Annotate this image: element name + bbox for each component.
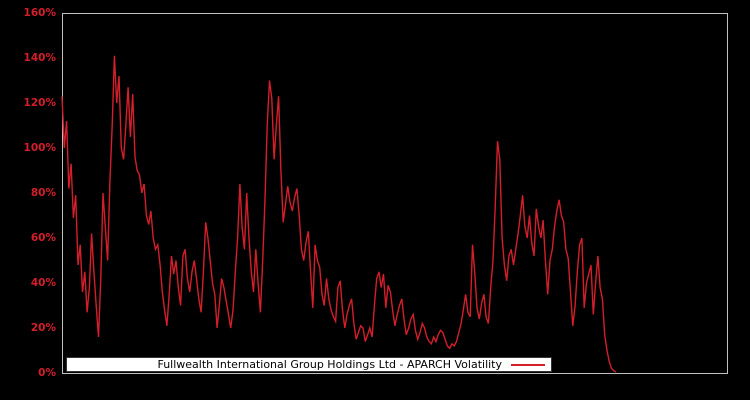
legend-label: Fullwealth International Group Holdings … (157, 358, 502, 371)
volatility-line-series (61, 55, 617, 373)
plot-border (62, 13, 728, 374)
y-axis-tick-label: 120% (23, 97, 56, 109)
y-axis-tick-label: 0% (38, 367, 56, 379)
y-axis-tick-label: 160% (23, 7, 56, 19)
y-axis-tick-label: 140% (23, 52, 56, 64)
legend-line-sample-icon (511, 363, 545, 366)
y-axis-tick-label: 100% (23, 142, 56, 154)
y-axis-tick-label: 40% (30, 277, 56, 289)
y-axis-tick-label: 20% (30, 322, 56, 334)
y-axis-tick-label: 60% (30, 232, 56, 244)
legend-box: Fullwealth International Group Holdings … (66, 357, 552, 372)
y-axis-tick-label: 80% (30, 187, 56, 199)
